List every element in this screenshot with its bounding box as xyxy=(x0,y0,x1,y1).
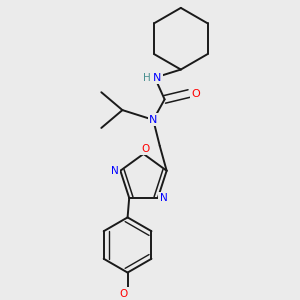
Text: N: N xyxy=(149,115,158,125)
Text: H: H xyxy=(143,73,151,82)
Text: N: N xyxy=(111,166,119,176)
Text: O: O xyxy=(141,144,149,154)
Text: N: N xyxy=(153,73,162,82)
Text: O: O xyxy=(120,289,128,299)
Text: O: O xyxy=(191,88,200,98)
Text: N: N xyxy=(160,193,167,203)
